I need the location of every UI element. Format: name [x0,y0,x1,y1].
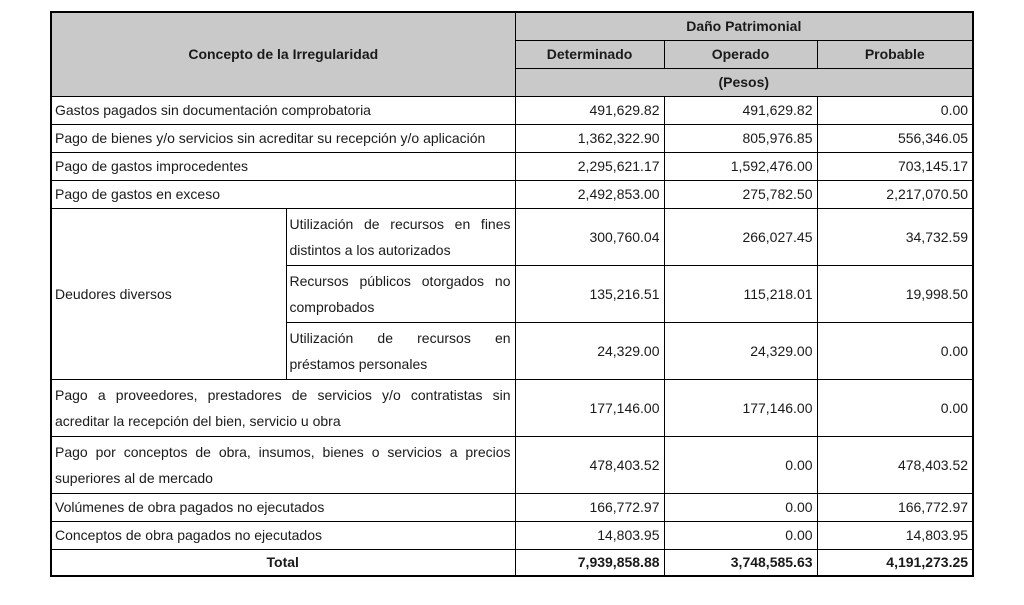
amount-probable-cell: 0.00 [816,95,974,125]
amount-probable-cell: 166,772.97 [816,492,974,522]
amount-operado-cell: 266,027.45 [663,207,818,266]
amount-determinado-cell: 491,629.82 [514,95,665,125]
amount-operado-cell: 0.00 [663,492,818,522]
amount-operado-cell: 491,629.82 [663,95,818,125]
amount-determinado-cell: 300,760.04 [514,207,665,266]
table-row: Pago de gastos en exceso 2,492,853.00 27… [50,179,974,209]
amount-determinado-cell: 135,216.51 [514,264,665,323]
deudores-diversos-cell: Deudores diversos [50,207,287,380]
amount-probable-cell: 2,217,070.50 [816,179,974,209]
header-concepto: Concepto de la Irregularidad [50,11,516,97]
header-row-dano: Concepto de la Irregularidad Daño Patrim… [50,11,974,97]
header-determinado: Determinado [514,39,665,69]
amount-determinado-cell: 14,803.95 [514,520,665,550]
concepto-cell: Pago de gastos improcedentes [50,151,516,181]
table-row: Gastos pagados sin documentación comprob… [50,95,974,125]
table-row: Utilización de recursos en préstamos per… [51,321,974,380]
table-row: Pago de gastos improcedentes 2,295,621.1… [50,151,974,181]
concepto-cell: Volúmenes de obra pagados no ejecutados [50,492,516,522]
amount-determinado-cell: 166,772.97 [514,492,665,522]
concepto-cell: Pago de gastos en exceso [50,179,516,209]
total-determinado-cell: 7,939,858.88 [514,548,665,577]
header-dano-patrimonial: Daño Patrimonial [514,11,974,41]
amount-operado-cell: 24,329.00 [663,321,818,380]
total-operado-cell: 3,748,585.63 [663,548,818,577]
concepto-cell: Pago a proveedores, prestadores de servi… [50,378,516,437]
amount-operado-cell: 115,218.01 [663,264,818,323]
amount-determinado-cell: 2,295,621.17 [514,151,665,181]
irregularidades-table-container: Concepto de la Irregularidad Daño Patrim… [50,11,975,577]
table-row: Pago de bienes y/o servicios sin acredit… [50,123,974,153]
amount-probable-cell: 34,732.59 [816,207,974,266]
amount-probable-cell: 0.00 [816,378,974,437]
amount-determinado-cell: 177,146.00 [514,378,665,437]
table-row: Pago por conceptos de obra, insumos, bie… [50,435,974,494]
amount-determinado-cell: 2,492,853.00 [514,179,665,209]
table-row: Volúmenes de obra pagados no ejecutados … [50,492,974,522]
table-row: Deudores diversos Utilización de recurso… [50,207,974,380]
sub-concepto-cell: Utilización de recursos en préstamos per… [285,321,516,380]
amount-probable-cell: 19,998.50 [816,264,974,323]
amount-operado-cell: 1,592,476.00 [663,151,818,181]
amount-operado-cell: 275,782.50 [663,179,818,209]
amount-operado-cell: 0.00 [663,435,818,494]
sub-concepto-cell: Utilización de recursos en fines distint… [285,207,516,266]
total-label-cell: Total [50,548,516,577]
total-row: Total 7,939,858.88 3,748,585.63 4,191,27… [50,548,974,577]
amount-probable-cell: 0.00 [816,321,974,380]
amount-determinado-cell: 1,362,322.90 [514,123,665,153]
table-row: Recursos públicos otorgados no comprobad… [51,264,974,323]
concepto-cell: Pago de bienes y/o servicios sin acredit… [50,123,516,153]
amount-probable-cell: 556,346.05 [816,123,974,153]
concepto-cell: Conceptos de obra pagados no ejecutados [50,520,516,550]
concepto-cell: Gastos pagados sin documentación comprob… [50,95,516,125]
amount-probable-cell: 14,803.95 [816,520,974,550]
amount-operado-cell: 0.00 [663,520,818,550]
irregularidades-table: Concepto de la Irregularidad Daño Patrim… [50,11,975,577]
total-probable-cell: 4,191,273.25 [816,548,974,577]
concepto-cell: Pago por conceptos de obra, insumos, bie… [50,435,516,494]
header-row-pesos: (Pesos) [51,67,974,97]
header-operado: Operado [663,39,818,69]
table-row: Pago a proveedores, prestadores de servi… [50,378,974,437]
amount-probable-cell: 703,145.17 [816,151,974,181]
amount-determinado-cell: 24,329.00 [514,321,665,380]
header-probable: Probable [816,39,974,69]
header-row-columns: Determinado Operado Probable [51,39,974,69]
sub-concepto-cell: Recursos públicos otorgados no comprobad… [285,264,516,323]
amount-operado-cell: 805,976.85 [663,123,818,153]
amount-operado-cell: 177,146.00 [663,378,818,437]
table-row: Conceptos de obra pagados no ejecutados … [50,520,974,550]
header-pesos: (Pesos) [514,67,974,97]
amount-determinado-cell: 478,403.52 [514,435,665,494]
amount-probable-cell: 478,403.52 [816,435,974,494]
